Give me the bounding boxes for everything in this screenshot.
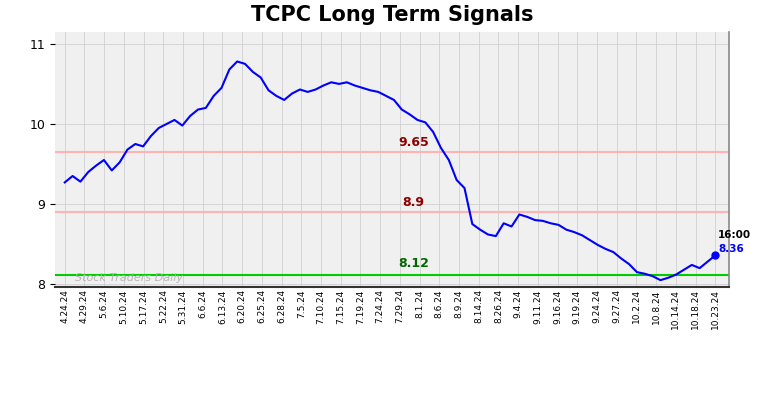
Title: TCPC Long Term Signals: TCPC Long Term Signals — [251, 5, 533, 25]
Text: 16:00: 16:00 — [718, 230, 751, 240]
Text: 8.36: 8.36 — [718, 244, 744, 254]
Text: 8.9: 8.9 — [402, 196, 424, 209]
Text: Stock Traders Daily: Stock Traders Daily — [74, 273, 183, 283]
Text: 8.12: 8.12 — [397, 257, 429, 269]
Text: 9.65: 9.65 — [398, 136, 429, 148]
